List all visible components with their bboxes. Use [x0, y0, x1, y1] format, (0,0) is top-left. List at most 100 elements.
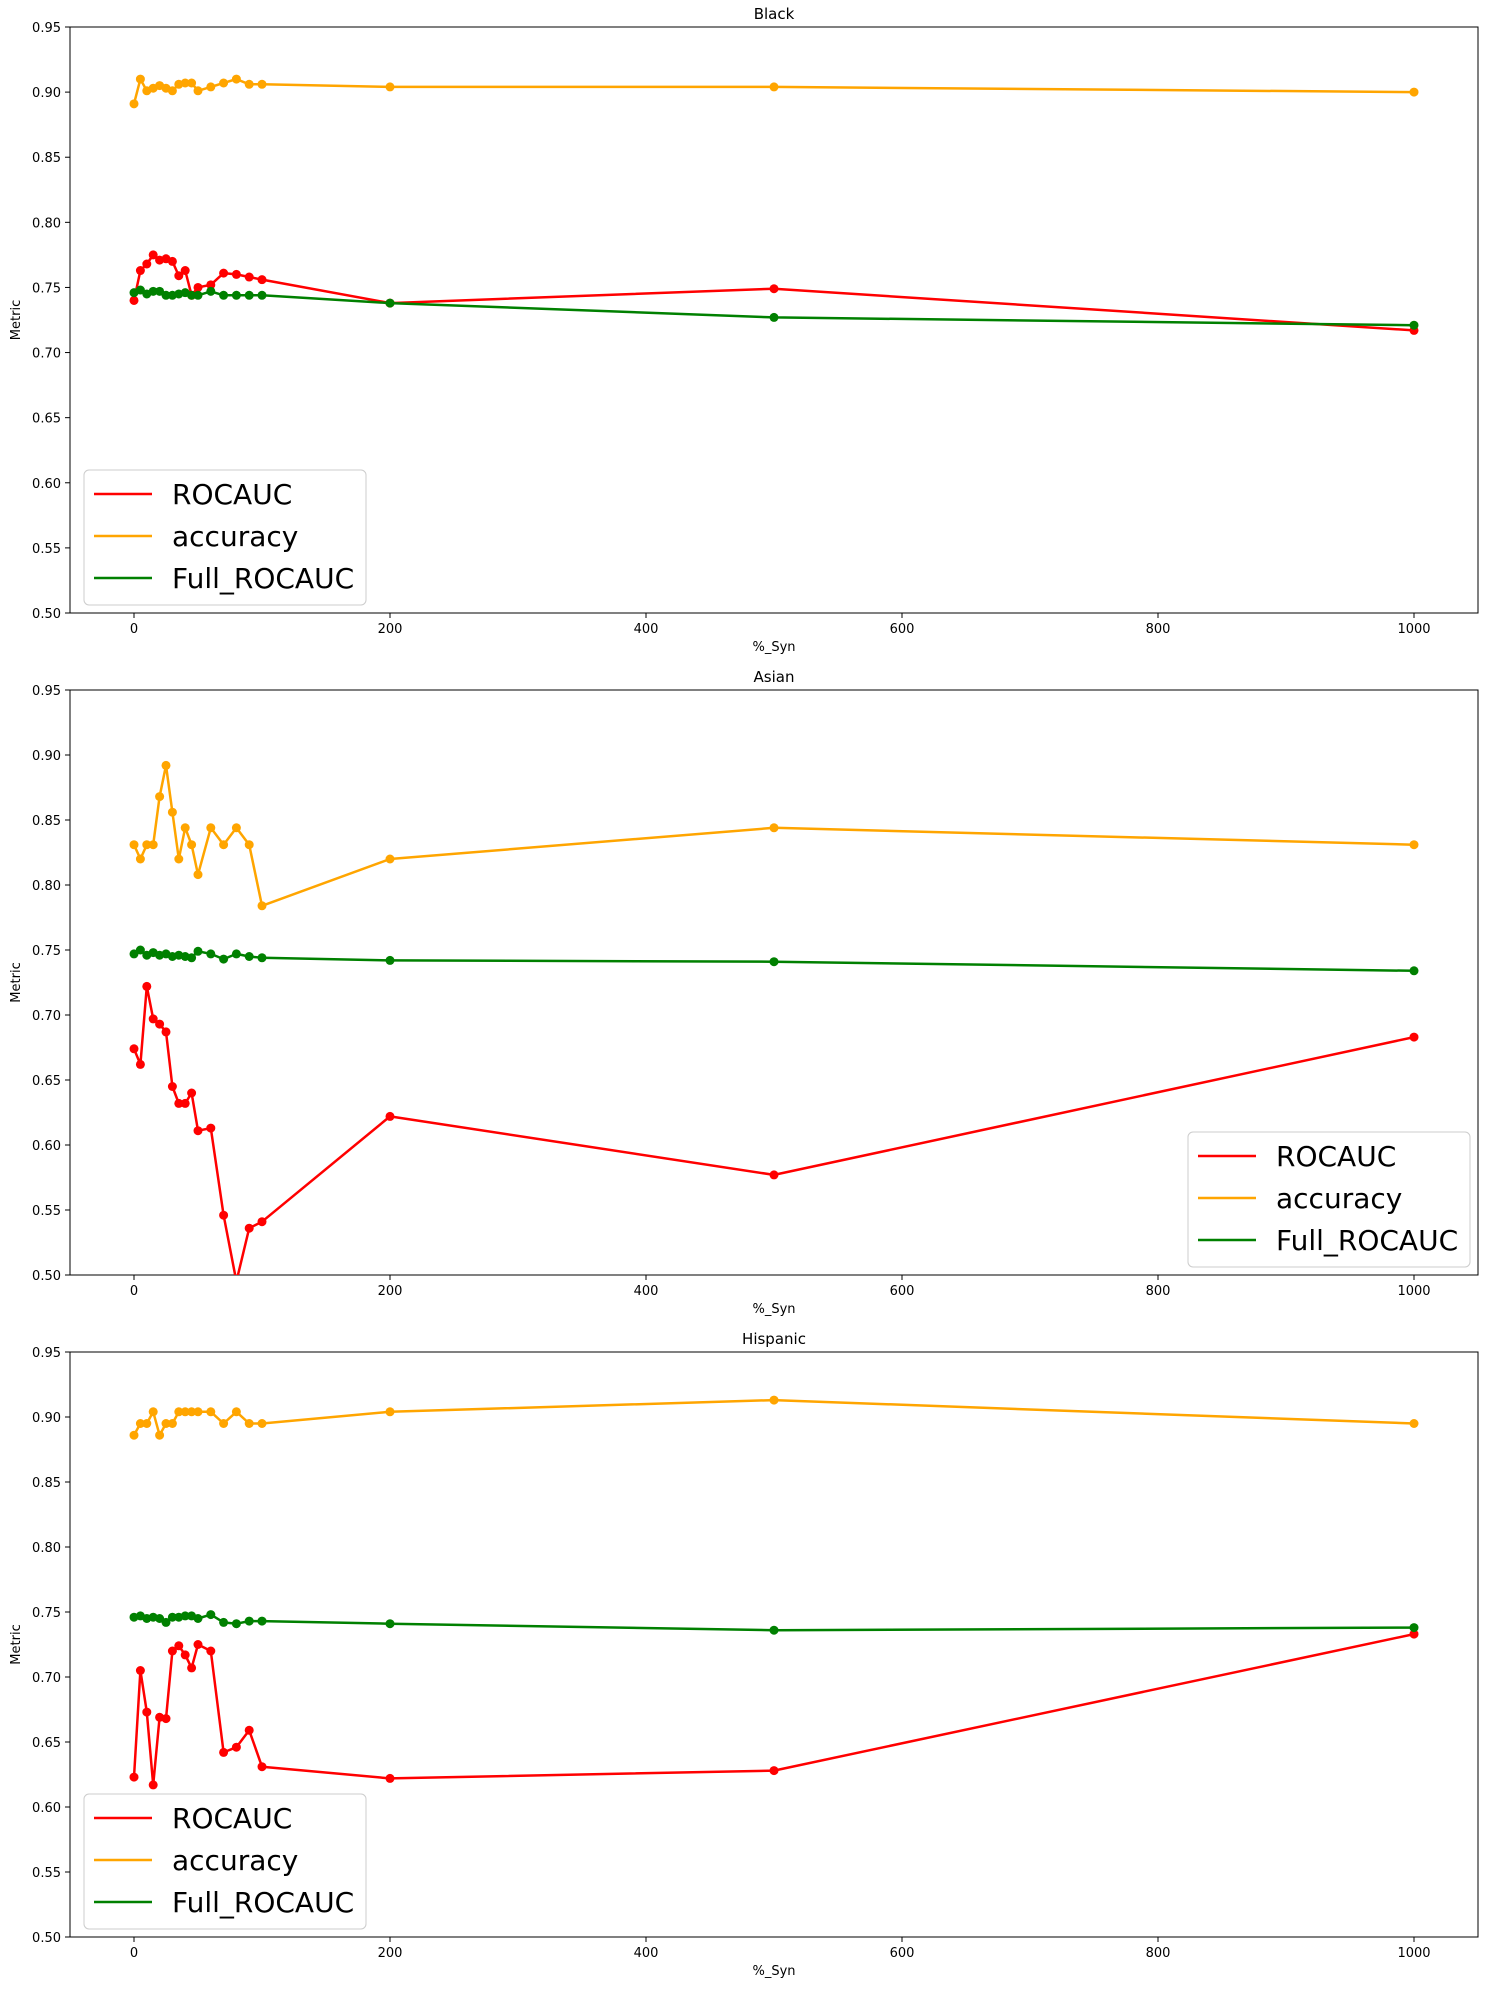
- data-point-accuracy: [129, 99, 139, 109]
- data-point-full_rocauc: [193, 946, 203, 956]
- legend-label-accuracy: accuracy: [1276, 1182, 1402, 1215]
- legend-label-rocauc: ROCAUC: [1276, 1140, 1396, 1173]
- y-tick-label: 0.70: [32, 1671, 61, 1686]
- data-point-accuracy: [244, 79, 254, 89]
- data-point-accuracy: [148, 840, 158, 850]
- y-tick-label: 0.80: [32, 879, 61, 894]
- y-tick-label: 0.70: [32, 347, 61, 362]
- y-tick-label: 0.70: [32, 1009, 61, 1024]
- y-tick-label: 0.85: [32, 1476, 61, 1491]
- legend-label-full_rocauc: Full_ROCAUC: [172, 1886, 354, 1919]
- data-point-rocauc: [167, 1646, 177, 1656]
- data-point-rocauc: [219, 1210, 229, 1220]
- x-tick-label: 600: [890, 1946, 915, 1961]
- legend: ROCAUC accuracy Full_ROCAUC: [1187, 1131, 1471, 1268]
- data-point-full_rocauc: [193, 290, 203, 300]
- data-point-rocauc: [769, 1170, 779, 1180]
- data-point-full_rocauc: [385, 1619, 395, 1629]
- data-point-rocauc: [129, 1044, 139, 1054]
- data-point-accuracy: [769, 823, 779, 833]
- data-point-rocauc: [187, 1088, 197, 1098]
- data-point-accuracy: [1409, 840, 1419, 850]
- data-point-full_rocauc: [187, 953, 197, 963]
- y-tick-label: 0.50: [32, 607, 61, 622]
- data-point-full_rocauc: [206, 949, 216, 959]
- x-tick-label: 600: [890, 1284, 915, 1299]
- x-tick-label: 1000: [1397, 1284, 1430, 1299]
- series-line-rocauc: [132, 1632, 1415, 1787]
- data-point-rocauc: [193, 282, 203, 292]
- data-point-rocauc: [206, 1646, 216, 1656]
- data-point-full_rocauc: [385, 955, 395, 965]
- data-point-full_rocauc: [148, 286, 158, 296]
- y-tick-label: 0.65: [32, 1074, 61, 1089]
- y-tick-label: 0.60: [32, 1801, 61, 1816]
- data-point-full_rocauc: [1409, 320, 1419, 330]
- legend-box: [83, 469, 367, 606]
- axes-frame: [69, 1351, 1479, 1938]
- data-point-accuracy: [206, 82, 216, 92]
- data-point-accuracy: [769, 1395, 779, 1405]
- data-point-accuracy: [180, 823, 190, 833]
- data-point-accuracy: [231, 74, 241, 84]
- data-point-full_rocauc: [206, 1610, 216, 1620]
- y-tick-label: 0.95: [32, 21, 61, 36]
- data-point-full_rocauc: [257, 1616, 267, 1626]
- x-tick-label: 200: [378, 622, 403, 637]
- data-point-accuracy: [129, 840, 139, 850]
- data-point-full_rocauc: [231, 1619, 241, 1629]
- data-point-rocauc: [167, 1082, 177, 1091]
- legend-label-rocauc: ROCAUC: [172, 1802, 292, 1835]
- data-point-accuracy: [174, 1407, 184, 1417]
- y-tick-label: 0.75: [32, 944, 61, 959]
- data-point-rocauc: [148, 250, 158, 260]
- data-point-rocauc: [257, 1762, 267, 1772]
- x-tick-label: 400: [634, 1284, 659, 1299]
- x-tick-label: 0: [130, 622, 138, 637]
- data-point-rocauc: [148, 1780, 158, 1790]
- data-point-rocauc: [161, 1714, 171, 1724]
- data-point-accuracy: [1409, 87, 1419, 97]
- x-axis-label: %_Syn: [752, 1302, 795, 1317]
- data-point-full_rocauc: [1409, 1623, 1419, 1633]
- chart-panel-asian: Asian 0.50 0.55 0.60 0.65 0.70 0.75 0.80 0.85 0.9…: [9, 668, 1479, 1317]
- data-point-accuracy: [257, 1419, 267, 1428]
- data-point-rocauc: [129, 1772, 139, 1782]
- data-point-rocauc: [257, 1217, 267, 1227]
- data-point-accuracy: [148, 1407, 158, 1417]
- data-point-accuracy: [231, 823, 241, 833]
- data-point-rocauc: [167, 256, 177, 266]
- data-point-accuracy: [187, 840, 197, 850]
- y-tick-label: 0.80: [32, 1541, 61, 1556]
- x-tick-label: 400: [634, 622, 659, 637]
- data-point-rocauc: [385, 1773, 395, 1783]
- y-tick-label: 0.75: [32, 1606, 61, 1621]
- data-point-full_rocauc: [167, 1612, 177, 1622]
- data-point-full_rocauc: [257, 290, 267, 300]
- data-point-rocauc: [193, 1640, 203, 1649]
- data-point-rocauc: [155, 1019, 165, 1029]
- x-tick-label: 1000: [1397, 1946, 1430, 1961]
- data-point-accuracy: [257, 901, 267, 911]
- data-point-accuracy: [769, 82, 779, 92]
- data-point-rocauc: [135, 1666, 145, 1675]
- data-point-full_rocauc: [219, 954, 229, 964]
- y-tick-label: 0.55: [32, 542, 61, 557]
- y-tick-label: 0.85: [32, 814, 61, 829]
- data-point-accuracy: [161, 1419, 171, 1428]
- data-point-accuracy: [155, 1430, 165, 1440]
- data-point-rocauc: [135, 266, 145, 276]
- x-axis-label: %_Syn: [752, 1964, 795, 1979]
- legend-label-full_rocauc: Full_ROCAUC: [1276, 1224, 1458, 1257]
- data-point-full_rocauc: [161, 290, 171, 300]
- data-point-accuracy: [167, 1419, 177, 1428]
- data-point-rocauc: [174, 271, 184, 281]
- x-tick-label: 200: [378, 1946, 403, 1961]
- series-line-accuracy: [132, 1398, 1415, 1437]
- data-point-accuracy: [187, 78, 197, 88]
- data-point-rocauc: [135, 1059, 145, 1069]
- x-tick-label: 1000: [1397, 622, 1430, 637]
- data-point-accuracy: [142, 1419, 152, 1428]
- data-point-rocauc: [219, 1747, 229, 1757]
